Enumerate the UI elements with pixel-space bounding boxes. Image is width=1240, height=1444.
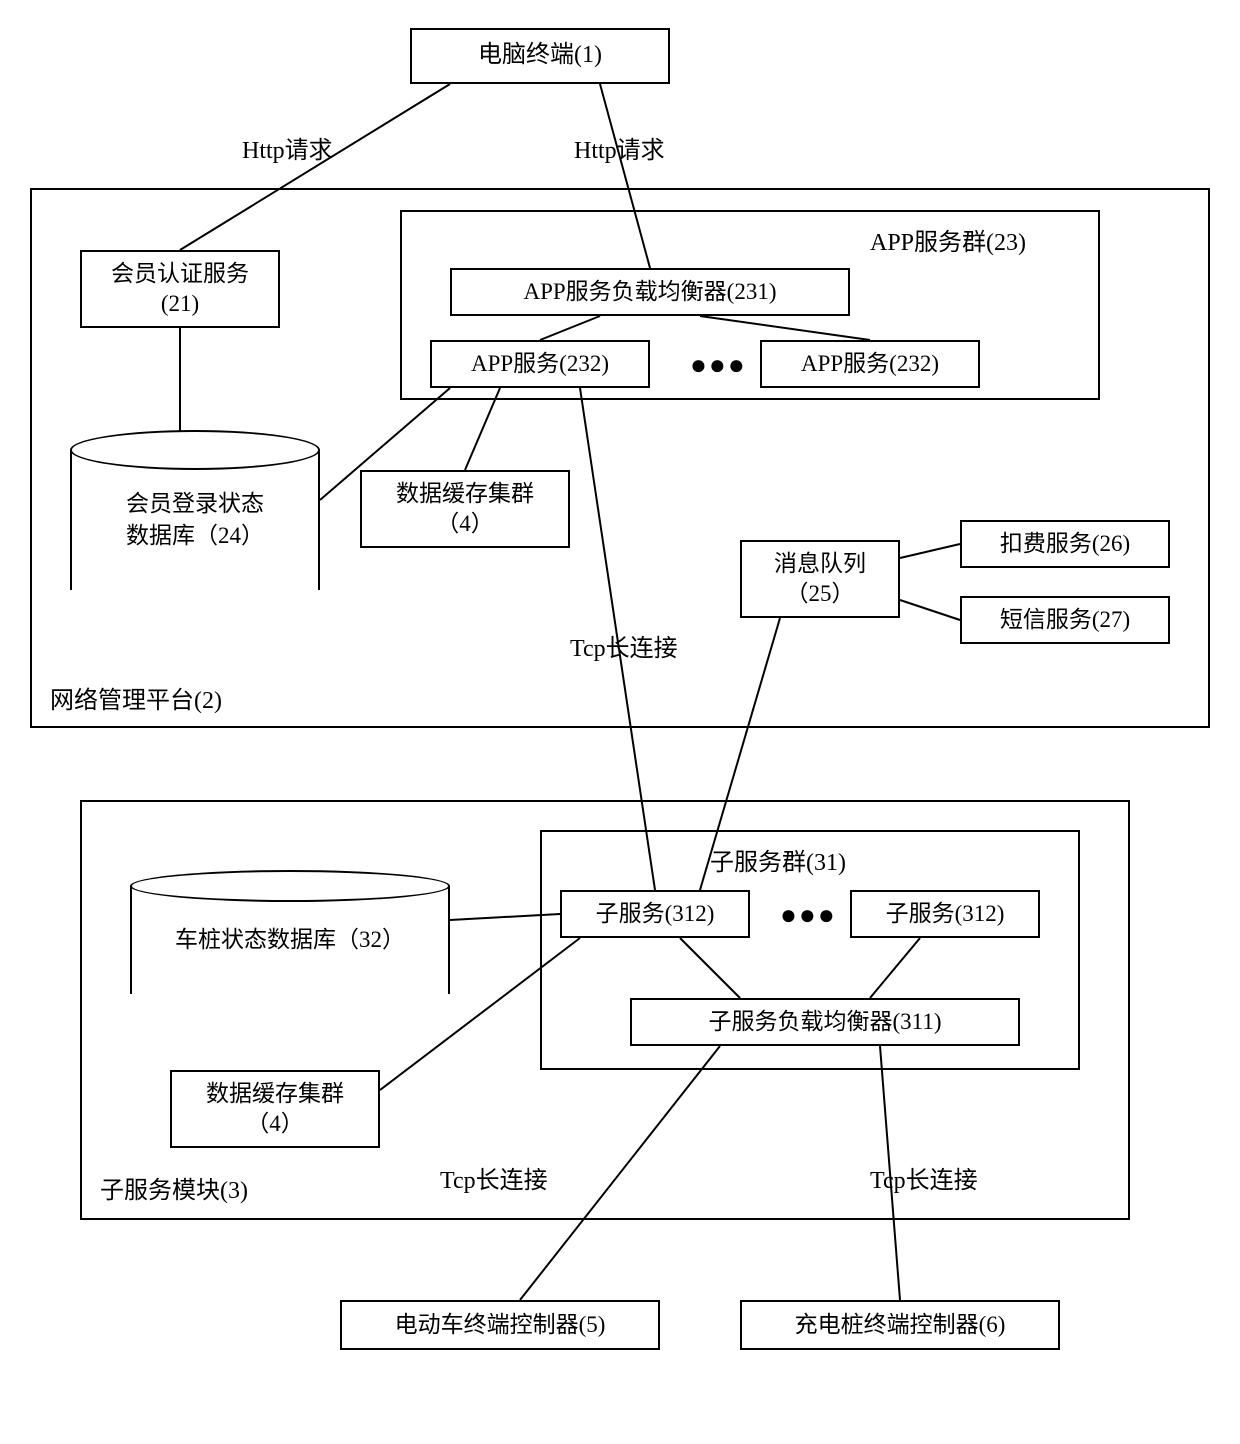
edge-label-http2: Http请求 (574, 130, 665, 165)
container-app-group-label: APP服务群(23) (870, 222, 1026, 257)
node-auth: 会员认证服务 (21) (80, 250, 280, 328)
node-app-svc2: APP服务(232) (760, 340, 980, 388)
node-sub-svc2: 子服务(312) (850, 890, 1040, 938)
node-fee: 扣费服务(26) (960, 520, 1170, 568)
node-terminal-label: 电脑终端(1) (478, 40, 602, 71)
container-platform-label: 网络管理平台(2) (50, 680, 222, 715)
node-ev-ctrl: 电动车终端控制器(5) (340, 1300, 660, 1350)
node-sub-lb: 子服务负载均衡器(311) (630, 998, 1020, 1046)
edge-label-http1: Http请求 (242, 130, 333, 165)
edge-label-tcp3: Tcp长连接 (870, 1160, 978, 1195)
edge-label-tcp2: Tcp长连接 (440, 1160, 548, 1195)
node-pile-db: 车桩状态数据库（32） (130, 870, 450, 1010)
node-member-db: 会员登录状态 数据库（24） (70, 430, 320, 610)
node-auth-label: 会员认证服务 (21) (111, 259, 249, 319)
node-sms: 短信服务(27) (960, 596, 1170, 644)
container-sub-module-label: 子服务模块(3) (100, 1170, 248, 1205)
node-pile-ctrl: 充电桩终端控制器(6) (740, 1300, 1060, 1350)
edge-label-tcp1: Tcp长连接 (570, 628, 678, 663)
node-queue: 消息队列 （25） (740, 540, 900, 618)
dots-sub: ●●● (780, 900, 837, 932)
node-app-svc1: APP服务(232) (430, 340, 650, 388)
node-cache2: 数据缓存集群 （4） (170, 1070, 380, 1148)
node-app-lb: APP服务负载均衡器(231) (450, 268, 850, 316)
node-terminal: 电脑终端(1) (410, 28, 670, 84)
dots-app: ●●● (690, 350, 747, 382)
node-cache1: 数据缓存集群 （4） (360, 470, 570, 548)
node-sub-svc1: 子服务(312) (560, 890, 750, 938)
container-sub-group-label: 子服务群(31) (710, 842, 846, 877)
